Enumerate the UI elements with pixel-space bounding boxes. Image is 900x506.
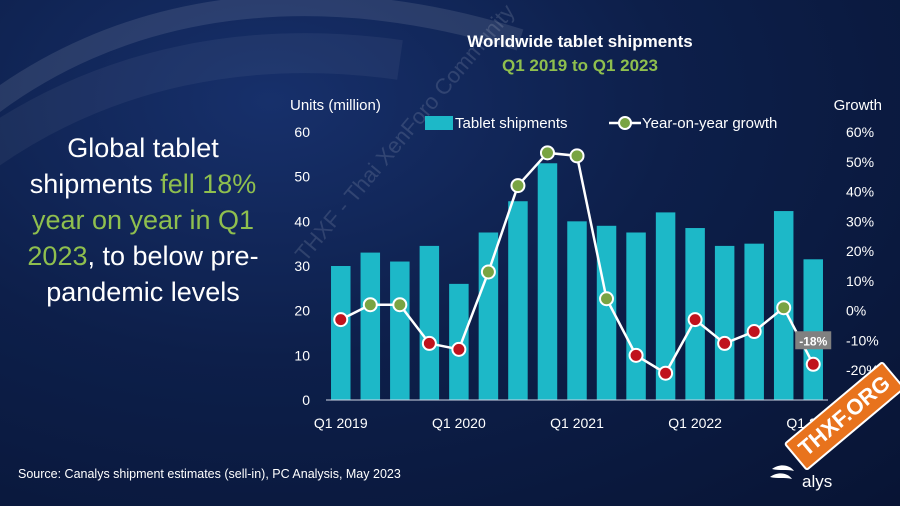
shipment-bar xyxy=(508,201,528,400)
shipment-bar xyxy=(803,259,823,400)
headline-part2: , to below pre-pandemic levels xyxy=(46,241,259,307)
y-tick-label: 40 xyxy=(294,213,310,229)
shipment-bar xyxy=(537,163,558,400)
growth-point xyxy=(333,312,349,328)
y2-tick-label: 10% xyxy=(846,273,874,289)
growth-point xyxy=(362,297,378,313)
growth-point xyxy=(599,291,615,307)
growth-point xyxy=(776,300,792,316)
canalys-logo-icon xyxy=(770,465,794,479)
legend-line-label: Year-on-year growth xyxy=(642,115,777,132)
y2-tick-label: 50% xyxy=(846,154,874,170)
growth-point xyxy=(687,312,703,328)
annotation-box xyxy=(795,331,832,350)
headline-part1: Global tablet shipments xyxy=(29,133,219,199)
growth-point xyxy=(392,297,408,313)
shipment-bar xyxy=(626,232,646,400)
y-tick-label: 10 xyxy=(294,347,310,363)
shipment-bar xyxy=(331,266,351,400)
shipment-bar xyxy=(744,243,764,400)
growth-point xyxy=(628,347,644,363)
growth-point xyxy=(569,148,585,164)
x-tick-label: Q1 2020 xyxy=(432,415,486,431)
y-tick-label: 30 xyxy=(294,258,310,274)
y-tick-label: 60 xyxy=(294,124,310,140)
source-note: Source: Canalys shipment estimates (sell… xyxy=(18,467,401,481)
legend-bar-label: Tablet shipments xyxy=(455,115,568,132)
growth-point xyxy=(658,365,674,381)
y2-tick-label: -10% xyxy=(846,332,879,348)
y2-tick-label: 20% xyxy=(846,243,874,259)
y2-tick-label: 30% xyxy=(846,213,874,229)
growth-point xyxy=(539,145,555,161)
growth-point xyxy=(510,178,526,194)
y2-tick-label: 40% xyxy=(846,184,874,200)
shipment-bar xyxy=(419,245,440,400)
x-tick-label: Q1 2021 xyxy=(550,415,604,431)
brand-name: alys xyxy=(802,472,833,491)
headline: Global tablet shipments fell 18% year on… xyxy=(18,130,268,310)
headline-highlight: fell 18% year on year in Q1 2023 xyxy=(27,169,257,271)
growth-point xyxy=(717,335,733,351)
x-tick-label: Q1 2019 xyxy=(314,415,368,431)
y-tick-label: 20 xyxy=(294,303,310,319)
shipment-bar xyxy=(390,261,410,400)
shipment-bar xyxy=(714,245,735,400)
y2-axis-title: Growth xyxy=(834,97,882,114)
y-tick-label: 0 xyxy=(302,392,310,408)
shipment-bar xyxy=(360,252,381,400)
growth-point xyxy=(451,341,467,357)
shipment-bar xyxy=(478,232,499,400)
y2-tick-label: 0% xyxy=(846,303,866,319)
growth-point xyxy=(746,324,762,340)
y-tick-label: 50 xyxy=(294,169,310,185)
y-axis-title: Units (million) xyxy=(290,97,381,114)
growth-point xyxy=(421,335,437,351)
shipment-bar xyxy=(655,212,676,400)
annotation-label: -18% xyxy=(799,334,827,348)
x-tick-label: Q1 2022 xyxy=(668,415,722,431)
legend-bar-swatch xyxy=(425,116,453,130)
chart-title: Worldwide tablet shipments xyxy=(467,32,693,51)
shipment-bar xyxy=(567,221,587,400)
growth-point xyxy=(805,356,821,372)
chart-subtitle: Q1 2019 to Q1 2023 xyxy=(502,56,658,75)
legend-line-marker xyxy=(618,116,632,130)
y2-tick-label: 60% xyxy=(846,124,874,140)
growth-point xyxy=(480,264,496,280)
